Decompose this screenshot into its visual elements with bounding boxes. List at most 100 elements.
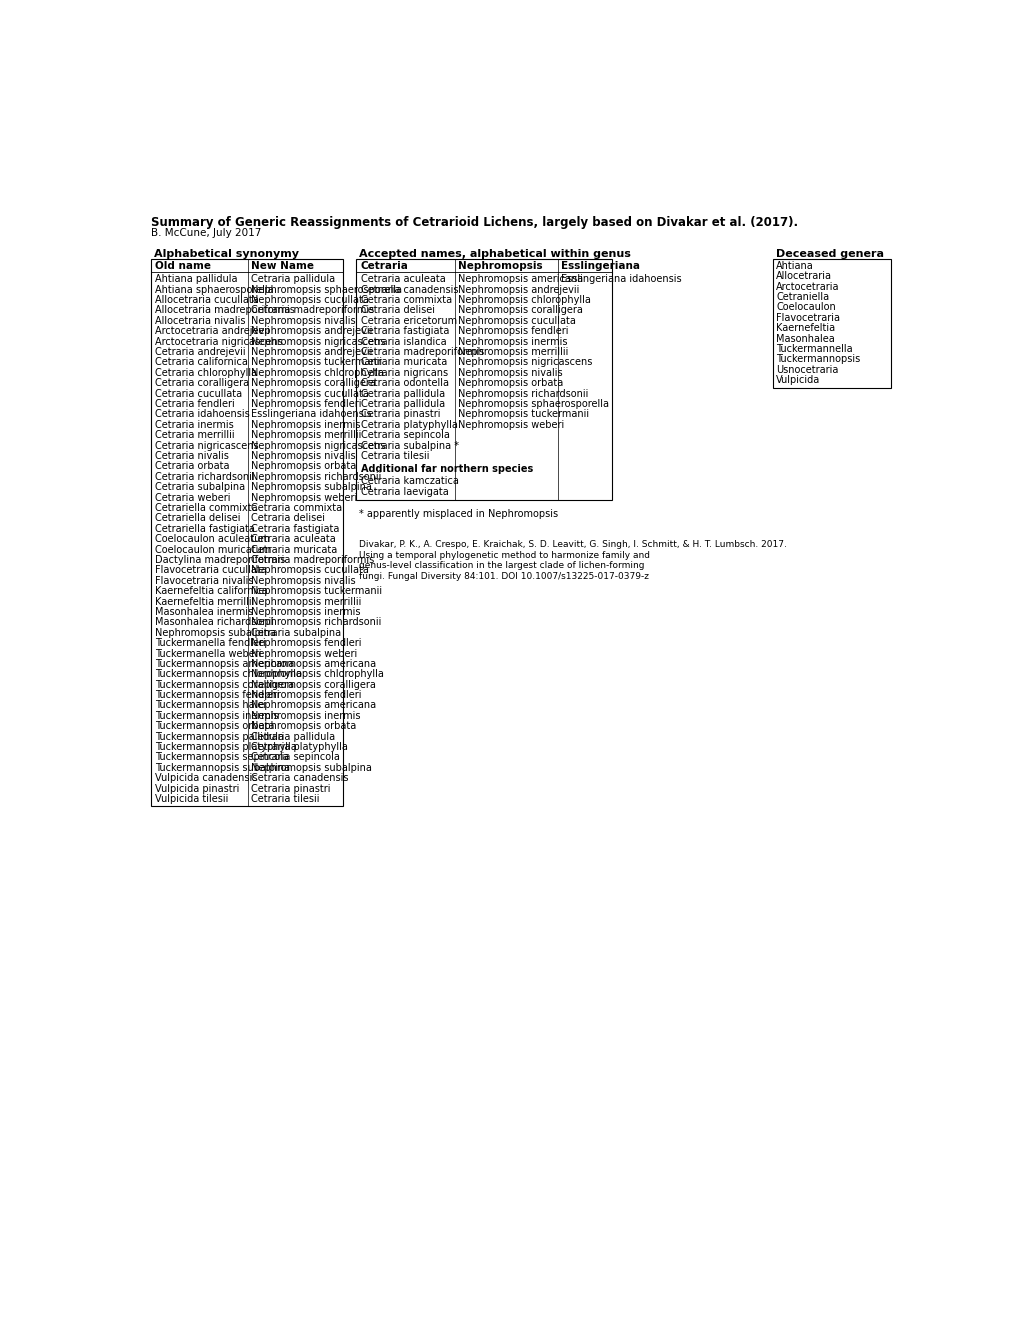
Text: Cetraria aculeata: Cetraria aculeata (251, 535, 335, 544)
Text: Arctocetraria nigricascens: Arctocetraria nigricascens (155, 337, 283, 347)
Text: Tuckermannopsis chlorophylla: Tuckermannopsis chlorophylla (155, 669, 302, 680)
Text: Ahtiana sphaerosporella: Ahtiana sphaerosporella (155, 285, 274, 294)
Text: Esslingeriana: Esslingeriana (560, 261, 640, 271)
Text: Nephromopsis nivalis: Nephromopsis nivalis (251, 451, 355, 461)
Text: Nephromopsis andrejevii: Nephromopsis andrejevii (251, 326, 372, 337)
Text: Additional far northern species: Additional far northern species (361, 465, 533, 474)
Text: Nephromopsis richardsonii: Nephromopsis richardsonii (251, 471, 381, 482)
Text: Nephromopsis tuckermanii: Nephromopsis tuckermanii (251, 358, 381, 367)
Text: Nephromopsis sphaerosporella: Nephromopsis sphaerosporella (251, 285, 401, 294)
Text: Cetrariella fastigiata: Cetrariella fastigiata (155, 524, 255, 533)
Text: Nephromopsis weberi: Nephromopsis weberi (251, 492, 357, 503)
Text: Nephromopsis tuckermanii: Nephromopsis tuckermanii (251, 586, 381, 597)
Text: Nephromopsis merrillii: Nephromopsis merrillii (251, 430, 361, 440)
Text: Cetraria nigricascens: Cetraria nigricascens (155, 441, 259, 450)
Text: Coelocaulon muricatum: Coelocaulon muricatum (155, 545, 271, 554)
Text: Cetraria platyphylla: Cetraria platyphylla (251, 742, 347, 752)
Text: Nephromopsis subalpina: Nephromopsis subalpina (251, 482, 371, 492)
Text: Nephromopsis cucullata: Nephromopsis cucullata (251, 565, 368, 576)
Text: Cetraria fastigiata: Cetraria fastigiata (251, 524, 338, 533)
Text: Allocetraria: Allocetraria (775, 271, 832, 281)
Text: Cetraria inermis: Cetraria inermis (155, 420, 234, 430)
Text: Divakar, P. K., A. Crespo, E. Kraichak, S. D. Leavitt, G. Singh, I. Schmitt, & H: Divakar, P. K., A. Crespo, E. Kraichak, … (359, 540, 787, 549)
Text: Tuckermannopsis coralligera: Tuckermannopsis coralligera (155, 680, 294, 689)
Text: Cetraria ericetorum: Cetraria ericetorum (361, 315, 457, 326)
Text: Allocetraria nivalis: Allocetraria nivalis (155, 315, 246, 326)
Text: Cetraria weberi: Cetraria weberi (155, 492, 230, 503)
Text: Nephromopsis fendleri: Nephromopsis fendleri (458, 326, 569, 337)
Text: Kaernefeltia merrillii: Kaernefeltia merrillii (155, 597, 255, 606)
Text: Flavocetraria: Flavocetraria (775, 313, 840, 323)
Text: Cetraria richardsonii: Cetraria richardsonii (155, 471, 255, 482)
Text: Nephromopsis inermis: Nephromopsis inermis (251, 607, 360, 616)
Text: Nephromopsis inermis: Nephromopsis inermis (251, 711, 360, 721)
Text: Cetraria pallidula: Cetraria pallidula (251, 731, 334, 742)
Text: Cetraria subalpina: Cetraria subalpina (251, 628, 340, 638)
Bar (151, 259, 342, 807)
Text: Allocetraria madreporiformis: Allocetraria madreporiformis (155, 305, 294, 315)
Text: Arctocetraria: Arctocetraria (775, 281, 839, 292)
Text: Tuckermannopsis fendleri: Tuckermannopsis fendleri (155, 690, 280, 700)
Text: Arctocetraria andrejevii: Arctocetraria andrejevii (155, 326, 270, 337)
Text: Cetraria merrillii: Cetraria merrillii (155, 430, 234, 440)
Text: Vulpicida canadensis: Vulpicida canadensis (155, 774, 258, 783)
Text: Cetraria madreporiformis: Cetraria madreporiformis (361, 347, 484, 356)
Text: Nephromopsis cucullata: Nephromopsis cucullata (251, 296, 368, 305)
Text: Nephromopsis fendleri: Nephromopsis fendleri (251, 638, 361, 648)
Text: Cetraria chlorophylla: Cetraria chlorophylla (155, 368, 257, 378)
Text: Cetraria laevigata: Cetraria laevigata (361, 487, 448, 496)
Text: Cetraria pallidula: Cetraria pallidula (361, 388, 444, 399)
Text: B. McCune, July 2017: B. McCune, July 2017 (151, 227, 261, 238)
Text: Nephromopsis nigricascens: Nephromopsis nigricascens (458, 358, 592, 367)
Text: Cetraria tilesii: Cetraria tilesii (251, 795, 319, 804)
Text: fungi. Fungal Diversity 84:101. DOI 10.1007/s13225-017-0379-z: fungi. Fungal Diversity 84:101. DOI 10.1… (359, 573, 648, 581)
Text: Cetraria: Cetraria (361, 261, 409, 271)
Text: Ahtiana: Ahtiana (775, 261, 813, 271)
Text: Cetraria pallidula: Cetraria pallidula (361, 399, 444, 409)
Text: Flavocetraria nivalis: Flavocetraria nivalis (155, 576, 254, 586)
Text: Nephromopsis nigricascens: Nephromopsis nigricascens (251, 441, 385, 450)
Text: Nephromopsis richardsonii: Nephromopsis richardsonii (251, 618, 381, 627)
Text: Vulpicida pinastri: Vulpicida pinastri (155, 784, 239, 793)
Text: Nephromopsis fendleri: Nephromopsis fendleri (251, 399, 361, 409)
Text: Cetraria commixta: Cetraria commixta (361, 296, 451, 305)
Text: Tuckermannopsis inermis: Tuckermannopsis inermis (155, 711, 279, 721)
Text: Dactylina madreporiformis: Dactylina madreporiformis (155, 554, 285, 565)
Text: Nephromopsis nivalis: Nephromopsis nivalis (251, 315, 355, 326)
Text: Nephromopsis subalpina: Nephromopsis subalpina (251, 763, 371, 772)
Text: Masonhalea inermis: Masonhalea inermis (155, 607, 254, 616)
Text: Nephromopsis weberi: Nephromopsis weberi (251, 648, 357, 659)
Text: Tuckermannopsis americana: Tuckermannopsis americana (155, 659, 294, 669)
Text: Nephromopsis andrejevii: Nephromopsis andrejevii (458, 285, 579, 294)
Text: Cetraria kamczatica: Cetraria kamczatica (361, 477, 459, 486)
Text: Cetraria tilesii: Cetraria tilesii (361, 451, 429, 461)
Text: Nephromopsis orbata: Nephromopsis orbata (458, 379, 564, 388)
Text: Summary of Generic Reassignments of Cetrarioid Lichens, largely based on Divakar: Summary of Generic Reassignments of Cetr… (151, 216, 797, 230)
Text: Cetraria muricata: Cetraria muricata (251, 545, 336, 554)
Text: Nephromopsis nivalis: Nephromopsis nivalis (458, 368, 562, 378)
Text: Nephromopsis coralligera: Nephromopsis coralligera (251, 379, 375, 388)
Text: Old name: Old name (155, 261, 211, 271)
Text: Tuckermanella fendleri: Tuckermanella fendleri (155, 638, 266, 648)
Text: Cetraria coralligera: Cetraria coralligera (155, 379, 250, 388)
Text: Tuckermannopsis subalpina: Tuckermannopsis subalpina (155, 763, 290, 772)
Bar (772, 259, 890, 388)
Text: Masonhalea: Masonhalea (775, 334, 835, 343)
Text: Cetraria pallidula: Cetraria pallidula (251, 275, 334, 284)
Text: Cetraria odontella: Cetraria odontella (361, 379, 448, 388)
Text: Cetraria nigricans: Cetraria nigricans (361, 368, 447, 378)
Text: Tuckermannopsis halei: Tuckermannopsis halei (155, 701, 266, 710)
Text: Nephromopsis fendleri: Nephromopsis fendleri (251, 690, 361, 700)
Text: Kaernefeltia: Kaernefeltia (775, 323, 835, 333)
Text: Nephromopsis americana: Nephromopsis americana (251, 659, 375, 669)
Text: Accepted names, alphabetical within genus: Accepted names, alphabetical within genu… (359, 249, 631, 259)
Text: Nephromopsis chlorophylla: Nephromopsis chlorophylla (251, 669, 383, 680)
Text: Kaernefeltia californica: Kaernefeltia californica (155, 586, 268, 597)
Text: New Name: New Name (251, 261, 314, 271)
Text: Cetraria canadensis: Cetraria canadensis (361, 285, 458, 294)
Text: Cetraria idahoensis: Cetraria idahoensis (155, 409, 250, 420)
Text: Cetraria fastigiata: Cetraria fastigiata (361, 326, 448, 337)
Text: Nephromopsis inermis: Nephromopsis inermis (251, 420, 360, 430)
Text: Using a temporal phylogenetic method to harmonize family and: Using a temporal phylogenetic method to … (359, 550, 649, 560)
Text: Nephromopsis coralligera: Nephromopsis coralligera (251, 680, 375, 689)
